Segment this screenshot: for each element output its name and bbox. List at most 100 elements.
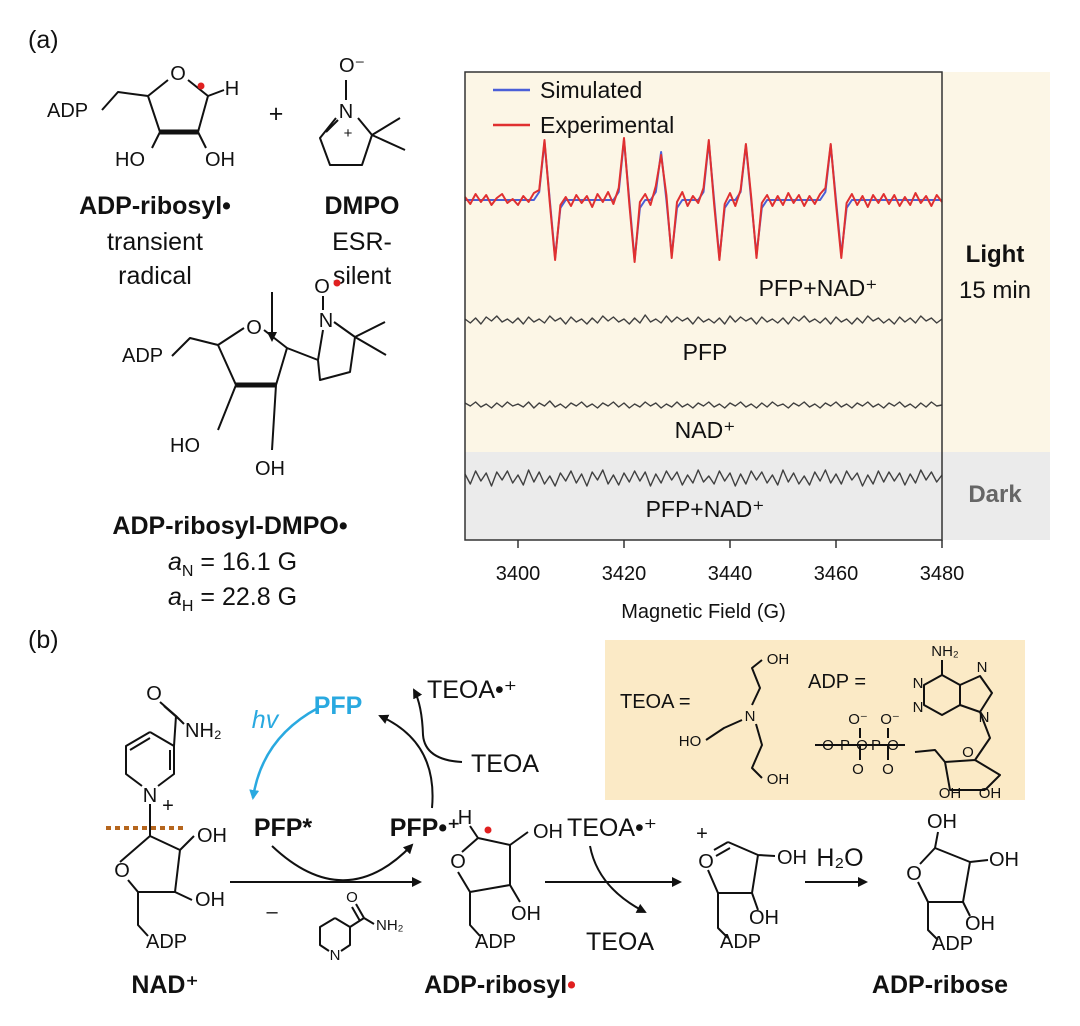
atom: OH	[195, 889, 225, 911]
compound-desc: ESR-	[332, 228, 392, 256]
atom: N	[913, 675, 924, 692]
compound-name: ADP-ribosyl-DMPO•	[112, 512, 347, 540]
atom: N	[143, 785, 157, 807]
annotation: Light	[966, 241, 1025, 268]
panel-label: (a)	[28, 26, 59, 54]
atom: O	[450, 851, 466, 873]
x-axis-label: Magnetic Field (G)	[621, 601, 786, 623]
atom: N	[319, 310, 333, 332]
atom: O	[856, 737, 868, 754]
hfc: aH = 22.8 G	[168, 583, 297, 615]
atom: O⁻	[880, 711, 900, 728]
hfc-nucleus: N	[182, 563, 194, 580]
atom: ADP	[475, 931, 516, 953]
legend-label: Experimental	[540, 112, 674, 138]
compound-name: ADP-ribose	[872, 971, 1008, 999]
bond	[119, 701, 195, 937]
plus: +	[269, 100, 284, 128]
compound-desc: transient	[107, 228, 203, 256]
atom: O	[887, 737, 899, 754]
reagent: H₂O	[816, 844, 863, 872]
atom: H	[225, 78, 239, 100]
atom: O	[822, 737, 834, 754]
inset-label: ADP =	[808, 671, 866, 693]
atom: HO	[115, 149, 145, 171]
dark-band	[465, 452, 1050, 540]
minus: –	[266, 901, 278, 923]
atom: ADP	[932, 933, 973, 955]
atom: N	[979, 709, 990, 726]
atom: N	[745, 708, 756, 725]
x-tick-label: 3440	[708, 563, 753, 585]
arrow	[413, 688, 463, 763]
atom: O	[962, 744, 974, 761]
atom: OH	[927, 811, 957, 833]
compound-desc: silent	[333, 262, 391, 290]
atom: O	[698, 851, 714, 873]
radical-dot	[484, 826, 492, 834]
atom: NH₂	[376, 917, 404, 934]
reagent: TEOA•⁺	[567, 814, 657, 842]
atom: OH	[197, 825, 227, 847]
atom: O	[882, 761, 894, 778]
atom: O	[906, 863, 922, 885]
bond	[319, 80, 406, 166]
charge: +	[344, 125, 353, 142]
bond	[815, 660, 1001, 791]
compound-desc: radical	[118, 262, 192, 290]
bond	[171, 296, 387, 451]
spectrum-line	[464, 400, 943, 409]
compound-name: NAD⁺	[131, 971, 198, 999]
atom: OH	[989, 849, 1019, 871]
spectrum-line	[464, 137, 943, 263]
atom: N	[913, 699, 924, 716]
reagent: TEOA	[471, 750, 539, 778]
trace-label: PFP	[683, 339, 728, 365]
x-tick-label: 3400	[496, 563, 541, 585]
atom: OH	[777, 847, 807, 869]
hfc-symbol: a	[168, 583, 182, 611]
atom: P	[871, 737, 881, 754]
inset-label: TEOA =	[620, 691, 691, 713]
reagent: TEOA	[586, 928, 654, 956]
bond	[457, 825, 529, 937]
atom: OH	[767, 771, 790, 788]
radical-dot: •	[567, 971, 576, 999]
spectrum-line	[464, 469, 943, 487]
atom: ADP	[720, 931, 761, 953]
hfc-value: = 22.8 G	[193, 583, 297, 611]
arrow	[271, 843, 414, 882]
compound-name-text: ADP-ribosyl	[424, 971, 567, 999]
atom: N	[339, 101, 353, 123]
atom: O	[852, 761, 864, 778]
excitation-arrow	[249, 706, 319, 800]
atom: O	[346, 889, 358, 906]
spectrum-line	[464, 314, 943, 325]
arrow	[589, 845, 647, 913]
light-label: hv	[252, 706, 280, 734]
atom: O	[170, 63, 186, 85]
panel-label: (b)	[28, 626, 59, 654]
bond	[707, 841, 776, 939]
trace-label: PFP+NAD⁺	[646, 496, 765, 522]
radical-dot	[197, 82, 205, 90]
bond	[101, 79, 225, 149]
charge: +	[696, 823, 708, 845]
radical-dot	[333, 279, 341, 287]
atom: O⁻	[848, 711, 868, 728]
atom: O	[314, 276, 330, 298]
trace-label: NAD⁺	[675, 417, 736, 443]
radical-cation: PFP•⁺	[390, 814, 461, 842]
annotation: Dark	[968, 481, 1022, 508]
atom: ADP	[47, 100, 88, 122]
atom: OH	[205, 149, 235, 171]
hfc: aN = 16.1 G	[168, 548, 297, 580]
reagent: TEOA•⁺	[427, 676, 517, 704]
atom: O	[114, 860, 130, 882]
charge: +	[162, 795, 174, 817]
photocatalyst: PFP	[314, 692, 363, 720]
atom: OH	[533, 821, 563, 843]
atom: P	[840, 737, 850, 754]
atom: OH	[965, 913, 995, 935]
x-tick-label: 3460	[814, 563, 859, 585]
